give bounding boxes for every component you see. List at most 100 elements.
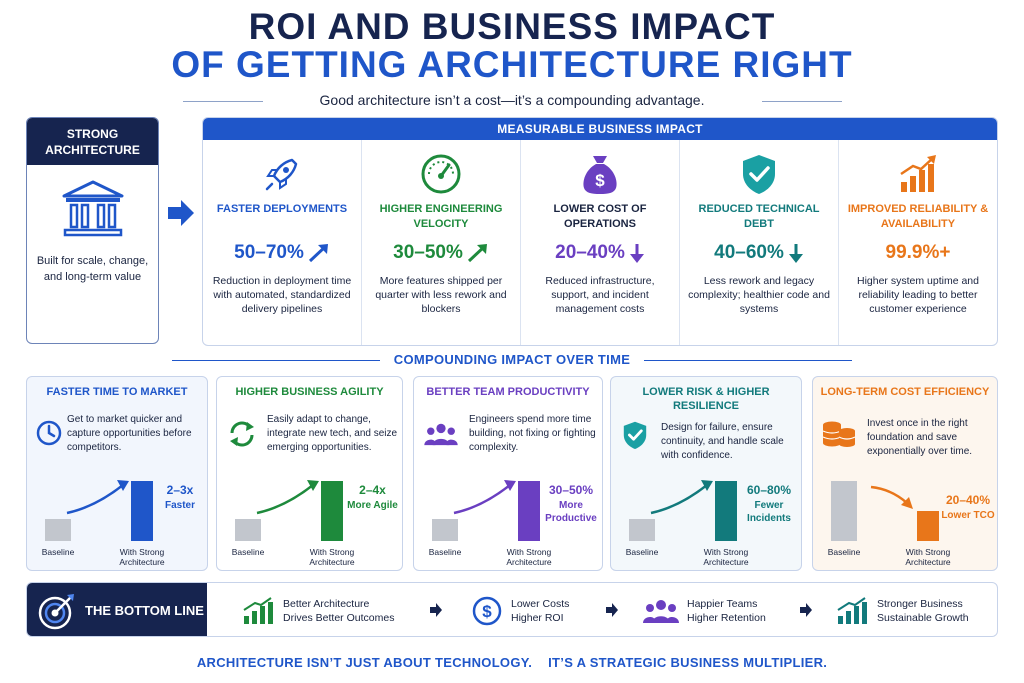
shield-check-icon (743, 155, 775, 194)
compounding-card-title: LOWER RISK & HIGHER RESILIENCE (642, 386, 770, 412)
trend-arrow-icon (256, 480, 319, 515)
bottom-line-text: Stronger Business (877, 597, 963, 610)
trend-arrow-icon (453, 480, 516, 515)
strong-architecture-description: Built for scale, change, and long-term v… (36, 255, 149, 283)
compounding-card-description: Invest once in the right foundation and … (867, 418, 973, 457)
bottom-line-item: Happier Teams Higher Retention (643, 583, 766, 636)
compounding-card-description: Design for failure, ensure continuity, a… (661, 422, 784, 461)
impact-description: Less rework and legacy complexity; healt… (688, 275, 830, 315)
strong-architecture-title: STRONG ARCHITECTURE (27, 118, 158, 165)
strong-architecture-label: With Strong Architecture (309, 547, 355, 567)
shield-check-icon (621, 419, 649, 456)
coin-stack-icon (821, 417, 857, 454)
clock-icon (35, 419, 63, 452)
baseline-bar (831, 481, 857, 541)
impact-description: Reduction in deployment time with automa… (212, 275, 352, 315)
compounding-card-title: FASTER TIME TO MARKET (46, 386, 188, 398)
bottom-line-text: Higher ROI (511, 611, 564, 624)
compounding-title: COMPOUNDING IMPACT OVER TIME (393, 352, 631, 367)
impact-title: FASTER DEPLOYMENTS (216, 203, 348, 215)
compounding-card-title: LONG-TERM COST EFFICIENCY (820, 386, 990, 398)
trend-down-icon (788, 244, 803, 263)
growth-chart-icon (900, 155, 936, 192)
impact-description: Higher system uptime and reliability lea… (857, 275, 979, 315)
impact-item-technical-debt: REDUCED TECHNICAL DEBT 40–60% Less rewor… (680, 140, 839, 345)
compounding-card: HIGHER BUSINESS AGILITY Easily adapt to c… (216, 376, 403, 571)
compounding-card-title: BETTER TEAM PRODUCTIVITY (426, 386, 590, 398)
impact-value-text: 50–70% (234, 242, 304, 263)
strong-architecture-label: With Strong Architecture (119, 547, 165, 567)
compounding-card-description: Get to market quicker and capture opport… (67, 414, 192, 453)
arrow-right-icon (606, 603, 618, 617)
measurable-impact-panel: MEASURABLE BUSINESS IMPACT FASTER DEPLOY… (202, 117, 998, 346)
multiplier: 2–4x More Agile (345, 483, 400, 512)
multiplier-label: More Agile (347, 500, 398, 511)
multiplier-value: 2–4x (359, 483, 386, 497)
impact-title: REDUCED TECHNICAL DEBT (698, 203, 820, 230)
baseline-label: Baseline (428, 547, 462, 557)
page-title-line2: OF GETTING ARCHITECTURE RIGHT (171, 44, 853, 85)
money-bag-icon: $ (583, 156, 617, 194)
rocket-icon (265, 158, 298, 191)
impact-title: HIGHER ENGINEERING VELOCITY (379, 203, 503, 230)
page-subtitle: Good architecture isn’t a cost—it’s a co… (319, 92, 705, 108)
footer-part2: IT’S A STRATEGIC BUSINESS MULTIPLIER. (548, 655, 828, 670)
strong-architecture-card: STRONG ARCHITECTURE Built for scale, cha… (26, 117, 159, 344)
refresh-cycle-icon (227, 419, 257, 454)
impact-item-lower-cost: $ LOWER COST OF OPERATIONS 20–40% Reduce… (521, 140, 680, 345)
baseline-label: Baseline (827, 547, 861, 557)
baseline-label: Baseline (625, 547, 659, 557)
multiplier: 30–50% More Productive (542, 483, 600, 525)
trend-down-icon (629, 244, 644, 263)
impact-title: IMPROVED RELIABILITY & AVAILABILITY (847, 203, 989, 230)
strong-architecture-label: With Strong Architecture (905, 547, 951, 567)
impact-value-text: 20–40% (555, 242, 625, 263)
baseline-label: Baseline (41, 547, 75, 557)
multiplier-label: Fewer Incidents (747, 500, 791, 524)
dollar-circle-icon: $ (472, 596, 502, 625)
bottom-line-text: Lower Costs (511, 597, 570, 610)
bottom-line-header: THE BOTTOM LINE (27, 583, 207, 636)
impact-item-faster-deployments: FASTER DEPLOYMENTS 50–70% Reduction in d… (203, 140, 362, 345)
team-icon (643, 599, 679, 623)
subtitle-divider-right (762, 101, 842, 102)
bottom-line-text: Higher Retention (687, 611, 766, 624)
impact-item-engineering-velocity: HIGHER ENGINEERING VELOCITY 30–50% More … (362, 140, 521, 345)
strong-architecture-bar (518, 481, 540, 541)
multiplier: 60–80% Fewer Incidents (739, 483, 799, 525)
multiplier-value: 30–50% (548, 483, 594, 497)
bottom-line-title: THE BOTTOM LINE (85, 603, 204, 618)
bottom-line-item: $ Lower Costs Higher ROI (471, 583, 570, 636)
growth-chart-icon (837, 596, 867, 624)
bottom-line-item: Better Architecture Drives Better Outcome… (241, 583, 395, 636)
target-icon (38, 593, 74, 629)
svg-text:$: $ (482, 602, 492, 621)
strong-architecture-bar (917, 511, 939, 541)
strong-architecture-label: With Strong Architecture (703, 547, 749, 567)
impact-value-text: 30–50% (393, 242, 463, 263)
baseline-bar (629, 519, 655, 541)
compounding-divider-left (172, 360, 380, 361)
impact-value: 30–50% (368, 240, 514, 266)
baseline-bar (432, 519, 458, 541)
baseline-label: Baseline (231, 547, 265, 557)
compounding-card: FASTER TIME TO MARKET Get to market quick… (26, 376, 208, 571)
impact-title: LOWER COST OF OPERATIONS (553, 203, 647, 230)
impact-item-reliability: IMPROVED RELIABILITY & AVAILABILITY 99.9… (839, 140, 997, 345)
footer-tagline: ARCHITECTURE ISN’T JUST ABOUT TECHNOLOGY… (0, 655, 1024, 670)
arrow-right-icon (168, 200, 194, 226)
team-icon (424, 421, 458, 452)
bottom-line-text: Drives Better Outcomes (283, 611, 395, 624)
bottom-line-item: Stronger Business Sustainable Growth (835, 583, 969, 636)
multiplier-label: Faster (164, 500, 195, 511)
arrow-right-icon (430, 603, 442, 617)
trend-up-icon (467, 244, 487, 263)
subtitle-divider-left (183, 101, 263, 102)
bottom-line-panel: THE BOTTOM LINE Better Architecture Drive… (26, 582, 998, 637)
compounding-card: BETTER TEAM PRODUCTIVITY Engineers spend … (413, 376, 603, 571)
impact-value-text: 40–60% (714, 242, 784, 263)
trend-arrow-icon (650, 480, 713, 515)
speedometer-icon (421, 154, 461, 194)
impact-value: 99.9%+ (845, 240, 991, 266)
baseline-bar (45, 519, 71, 541)
